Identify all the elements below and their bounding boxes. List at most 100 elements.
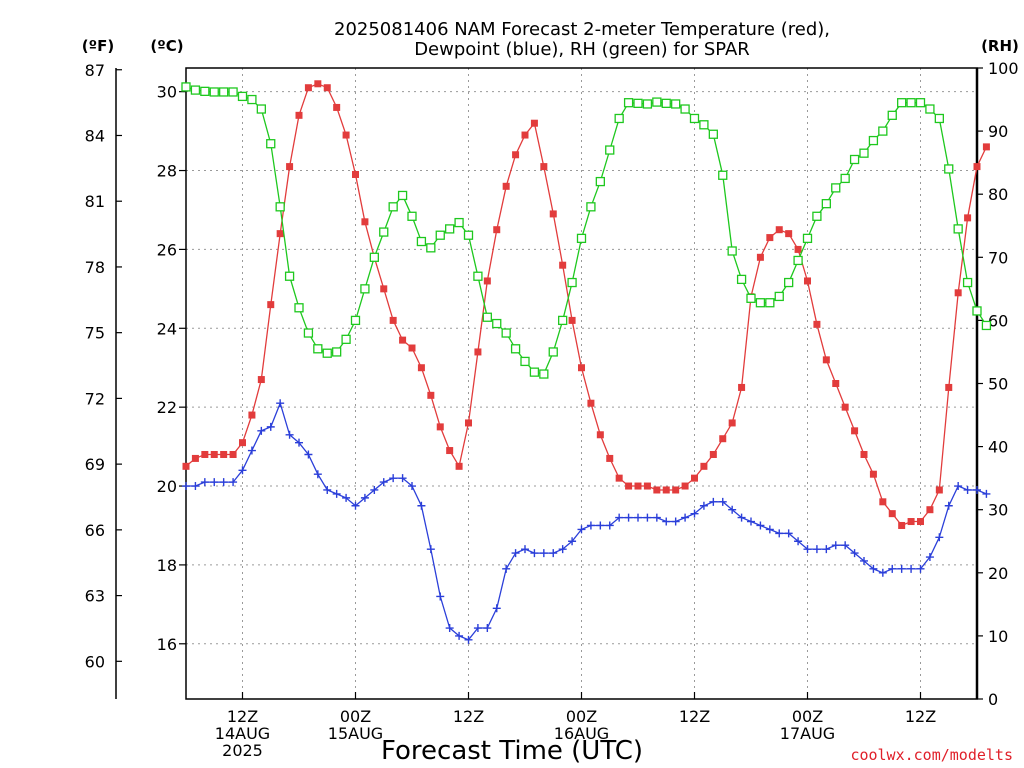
temperature-point — [851, 427, 859, 435]
dewpoint-point — [436, 592, 445, 601]
rh-point — [586, 202, 596, 212]
fahrenheit-tick-label: 60 — [85, 652, 105, 671]
rh-point — [539, 369, 549, 379]
rh-point — [718, 170, 728, 180]
rh-tick-label: 100 — [988, 59, 1019, 78]
dewpoint-point — [916, 564, 925, 573]
rh-point — [266, 139, 276, 149]
x-tick-label: 00Z — [566, 707, 597, 726]
rh-point — [313, 344, 323, 354]
fahrenheit-tick-label: 75 — [85, 324, 105, 343]
temperature-point — [380, 285, 388, 293]
temperature-point — [239, 439, 246, 447]
temperature-point — [785, 230, 793, 238]
temperature-point — [719, 435, 727, 443]
temperature-point — [248, 411, 256, 419]
dewpoint-point — [492, 604, 501, 613]
dewpoint-point — [756, 521, 765, 530]
temperature-point — [832, 380, 840, 387]
rh-point — [445, 224, 455, 234]
temperature-point — [436, 423, 444, 431]
dewpoint-point — [464, 635, 473, 644]
x-tick-label: 15AUG — [328, 724, 383, 743]
rh-unit-label: (RH) — [981, 37, 1019, 55]
dewpoint-point — [812, 545, 821, 554]
temperature-point — [794, 245, 802, 253]
dewpoint-point — [878, 568, 887, 577]
temperature-point — [333, 103, 341, 111]
temperature-point — [681, 482, 689, 490]
rh-point — [181, 82, 191, 92]
temperature-point — [220, 450, 228, 458]
rh-tick-label: 40 — [988, 438, 1008, 457]
celsius-unit-label: (ºC) — [150, 37, 183, 55]
temperature-point — [455, 462, 463, 470]
dewpoint-point — [747, 517, 755, 526]
dewpoint-point — [257, 426, 266, 435]
temperature-point — [756, 253, 764, 261]
dewpoint-point — [389, 474, 398, 483]
rh-tick-label: 80 — [988, 185, 1008, 204]
temperature-point — [973, 163, 981, 171]
rh-point — [680, 104, 690, 114]
rh-point — [708, 129, 718, 139]
temperature-point — [964, 214, 972, 222]
rh-point — [897, 98, 907, 108]
dewpoint-point — [360, 493, 369, 502]
dewpoint-point — [728, 505, 737, 514]
rh-point — [558, 315, 568, 326]
rh-point — [416, 236, 427, 247]
fahrenheit-tick-label: 81 — [85, 192, 105, 211]
temperature-point — [568, 316, 576, 324]
temperature-point — [257, 376, 265, 384]
rh-point — [237, 91, 248, 102]
temperature-point — [738, 383, 746, 391]
dewpoint-point — [304, 450, 313, 459]
axes: 16 18 20 22 24 26 28 30 60 63 66 69 72 75 78 81 84 87 0 10 2… — [85, 59, 1019, 760]
dewpoint-point — [869, 564, 878, 573]
dewpoint-point — [521, 545, 529, 554]
temperature-point — [352, 170, 359, 178]
rh-point — [605, 145, 615, 155]
celsius-tick-label: 18 — [157, 556, 177, 575]
rh-point — [802, 233, 813, 244]
temperature-point — [879, 498, 887, 506]
credit-text: coolwx.com/modelts — [850, 746, 1013, 764]
x-tick-label: 00Z — [340, 707, 371, 726]
chart-title-line-1: 2025081406 NAM Forecast 2-meter Temperat… — [334, 19, 830, 40]
rh-point — [369, 252, 379, 262]
rh-point — [426, 243, 436, 253]
temperature-point — [841, 403, 849, 411]
rh-point — [906, 98, 916, 108]
temperature-point — [295, 111, 303, 119]
temperature-point — [229, 450, 237, 458]
fahrenheit-tick-label: 63 — [85, 587, 105, 606]
x-tick-label: 14AUG — [215, 724, 270, 743]
temperature-point — [945, 383, 953, 391]
dewpoint-point — [841, 541, 850, 550]
rh-tick-label: 0 — [988, 690, 998, 709]
dewpoint-point — [831, 541, 840, 550]
temperature-point — [408, 344, 416, 352]
rh-point — [501, 328, 511, 338]
rh-tick-label: 30 — [988, 501, 1008, 520]
temperature-point — [813, 320, 821, 328]
dewpoint-point — [229, 478, 238, 487]
temperature-point — [182, 462, 190, 470]
x-tick-label: 12Z — [227, 707, 258, 726]
rh-point — [887, 110, 897, 120]
temperature-point — [417, 364, 425, 372]
rh-tick-label: 50 — [988, 375, 1008, 394]
dewpoint-point — [295, 438, 303, 447]
temperature-point — [323, 84, 331, 92]
temperature-point — [446, 447, 454, 455]
dewpoint-point — [445, 624, 454, 633]
rh-point — [944, 164, 954, 174]
rh-point — [925, 104, 935, 114]
dewpoint-point — [681, 513, 690, 522]
temperature-point — [361, 218, 369, 226]
rh-point — [200, 86, 210, 96]
dewpoint-point — [238, 466, 247, 475]
temperature-point — [917, 518, 924, 526]
dewpoint-point — [973, 485, 981, 494]
